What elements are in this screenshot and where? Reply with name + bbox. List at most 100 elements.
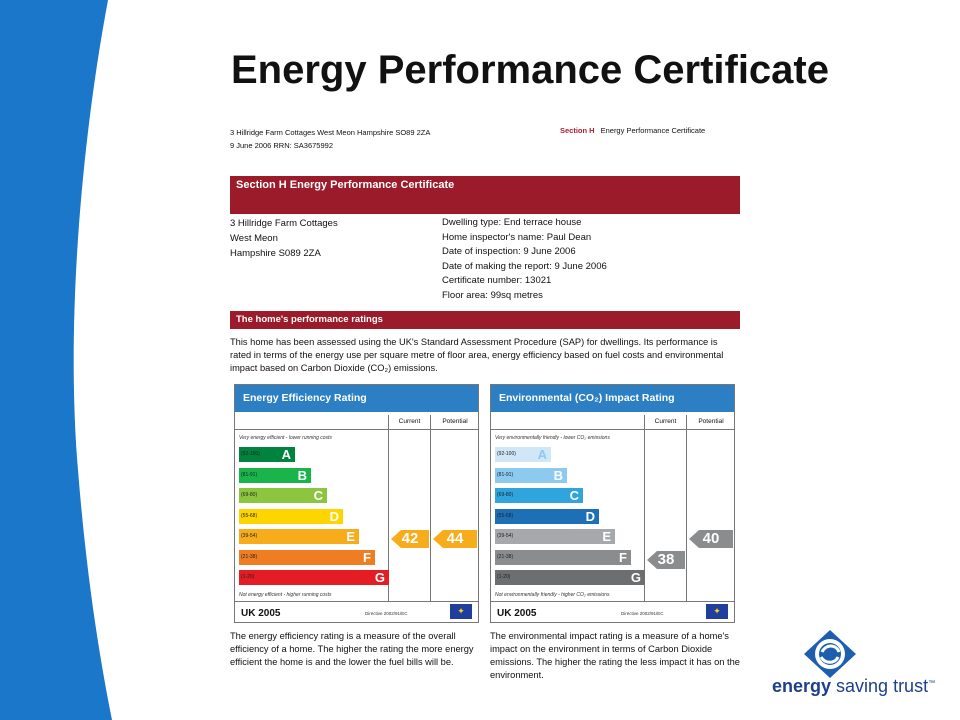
band-range: (1-20)	[241, 574, 255, 580]
column-divider	[644, 415, 645, 602]
panel-footer-label: UK 2005	[241, 608, 281, 619]
slide-title: Energy Performance Certificate	[230, 48, 829, 92]
band-letter: C	[313, 488, 323, 503]
address-line: Hampshire S089 2ZA	[230, 248, 321, 259]
certificate-document: 3 Hillridge Farm Cottages West Meon Hamp…	[226, 120, 746, 690]
detail-certificate-number: Certificate number: 13021	[442, 275, 552, 286]
band-range: (81-91)	[497, 471, 514, 478]
potential-rating-value: 44	[446, 530, 464, 547]
panel-directive: Directive 2002/91/EC	[621, 611, 664, 616]
row-divider	[491, 601, 734, 602]
trademark-symbol: ™	[928, 680, 936, 687]
band-letter: E	[346, 529, 355, 544]
band-range: (21-38)	[241, 553, 258, 560]
band-letter: F	[619, 549, 627, 565]
band-range: (69-80)	[241, 492, 258, 498]
potential-rating-value: 40	[702, 530, 720, 547]
detail-report-date: Date of making the report: 9 June 2006	[442, 260, 607, 272]
band-letter: B	[553, 467, 563, 483]
detail-inspection-date: Date of inspection: 9 June 2006	[442, 246, 576, 257]
column-current-label: Current	[654, 418, 677, 425]
panel-top-note: Very environmentally friendly - lower CO…	[495, 435, 610, 441]
potential-rating-arrow: 40	[689, 530, 733, 548]
column-potential-label: Potential	[698, 418, 724, 425]
current-rating-value: 42	[401, 530, 419, 547]
environmental-explanation-text: The environmental impact rating is a mea…	[490, 631, 740, 680]
rating-band-a: (92-100) A	[239, 447, 295, 462]
property-details: Dwelling type: End terrace house Home in…	[442, 216, 607, 303]
header-section-title: Energy Performance Certificate	[600, 126, 706, 135]
brand-name-rest: saving trust	[831, 676, 929, 696]
band-letter: B	[297, 467, 307, 483]
potential-rating-arrow: 44	[433, 530, 477, 548]
certificate-header-section: Section H Energy Performance Certificate	[560, 126, 705, 135]
band-letter: F	[363, 549, 371, 565]
band-letter: G	[374, 570, 385, 585]
band-range: (55-68)	[241, 512, 258, 519]
eu-flag-icon: ✦	[450, 604, 472, 619]
address-line: 3 Hillridge Farm Cottages	[230, 218, 338, 229]
brand-name: energy saving trust™	[772, 676, 935, 697]
panel-bottom-note: Not energy efficient - higher running co…	[239, 592, 332, 598]
rating-band-e: (39-54) E	[495, 529, 615, 544]
column-divider	[686, 415, 687, 602]
rating-band-b: (81-91) B	[239, 467, 311, 483]
energy-saving-trust-logo-icon	[804, 630, 856, 678]
band-letter: G	[630, 570, 641, 585]
band-letter: C	[569, 488, 579, 503]
band-letter: D	[329, 508, 339, 524]
certificate-header-info: 3 Hillridge Farm Cottages West Meon Hamp…	[230, 126, 430, 152]
ratings-intro-text: This home has been assessed using the UK…	[230, 337, 724, 373]
header-date-rrn-line: 9 June 2006 RRN: SA3675992	[230, 141, 333, 150]
panel-footer-label: UK 2005	[497, 608, 537, 619]
current-rating-arrow: 42	[391, 530, 429, 548]
band-range: (55-68)	[497, 512, 514, 519]
efficiency-explanation-text: The energy efficiency rating is a measur…	[230, 631, 474, 667]
panel-title: Environmental (CO₂) Impact Rating	[491, 385, 734, 412]
header-section-label: Section H	[560, 126, 595, 135]
rating-band-c: (69-80) C	[495, 488, 583, 503]
band-range: (39-54)	[241, 533, 258, 539]
column-divider	[430, 415, 431, 602]
panel-title: Energy Efficiency Rating	[235, 385, 478, 412]
current-rating-value: 38	[657, 551, 675, 568]
band-range: (92-100)	[497, 451, 516, 457]
band-letter: A	[281, 447, 291, 462]
certificate-banner: Section H Energy Performance Certificate	[230, 176, 740, 214]
address-line: West Meon	[230, 233, 278, 244]
current-rating-arrow: 38	[647, 551, 685, 569]
eu-flag-icon: ✦	[706, 604, 728, 619]
band-range: (81-91)	[241, 471, 258, 478]
detail-dwelling-type: Dwelling type: End terrace house	[442, 217, 582, 228]
rating-band-d: (55-68) D	[239, 508, 343, 524]
environmental-impact-rating-panel: Environmental (CO₂) Impact Rating Curren…	[490, 384, 735, 623]
panel-bottom-note: Not environmentally friendly - higher CO…	[495, 592, 610, 598]
rating-band-f: (21-38) F	[239, 549, 375, 565]
column-potential-label: Potential	[442, 418, 468, 425]
rating-band-g: (1-20) G	[495, 570, 645, 585]
ratings-banner: The home's performance ratings	[230, 311, 740, 329]
column-divider	[388, 415, 389, 602]
column-current-label: Current	[398, 418, 421, 425]
band-letter: D	[585, 508, 595, 524]
panel-directive: Directive 2002/91/EC	[365, 611, 408, 616]
rating-band-f: (21-38) F	[495, 549, 631, 565]
rating-band-a: (92-100) A	[495, 447, 551, 462]
row-divider	[235, 429, 478, 430]
energy-efficiency-rating-panel: Energy Efficiency Rating Current Potenti…	[234, 384, 479, 623]
rating-band-e: (39-54) E	[239, 529, 359, 544]
row-divider	[235, 601, 478, 602]
brand-name-bold: energy	[772, 676, 832, 696]
band-range: (39-54)	[497, 533, 514, 539]
panel-top-note: Very energy efficient - lower running co…	[239, 435, 332, 441]
blue-swoosh-decoration	[0, 0, 112, 720]
header-address-line: 3 Hillridge Farm Cottages West Meon Hamp…	[230, 128, 431, 137]
rating-band-d: (55-68) D	[495, 508, 599, 524]
rating-band-b: (81-91) B	[495, 467, 567, 483]
band-range: (69-80)	[497, 492, 514, 498]
band-letter: A	[537, 447, 547, 462]
detail-floor-area: Floor area: 99sq metres	[442, 289, 543, 301]
row-divider	[491, 429, 734, 430]
band-letter: E	[602, 529, 611, 544]
band-range: (92-100)	[241, 451, 260, 457]
